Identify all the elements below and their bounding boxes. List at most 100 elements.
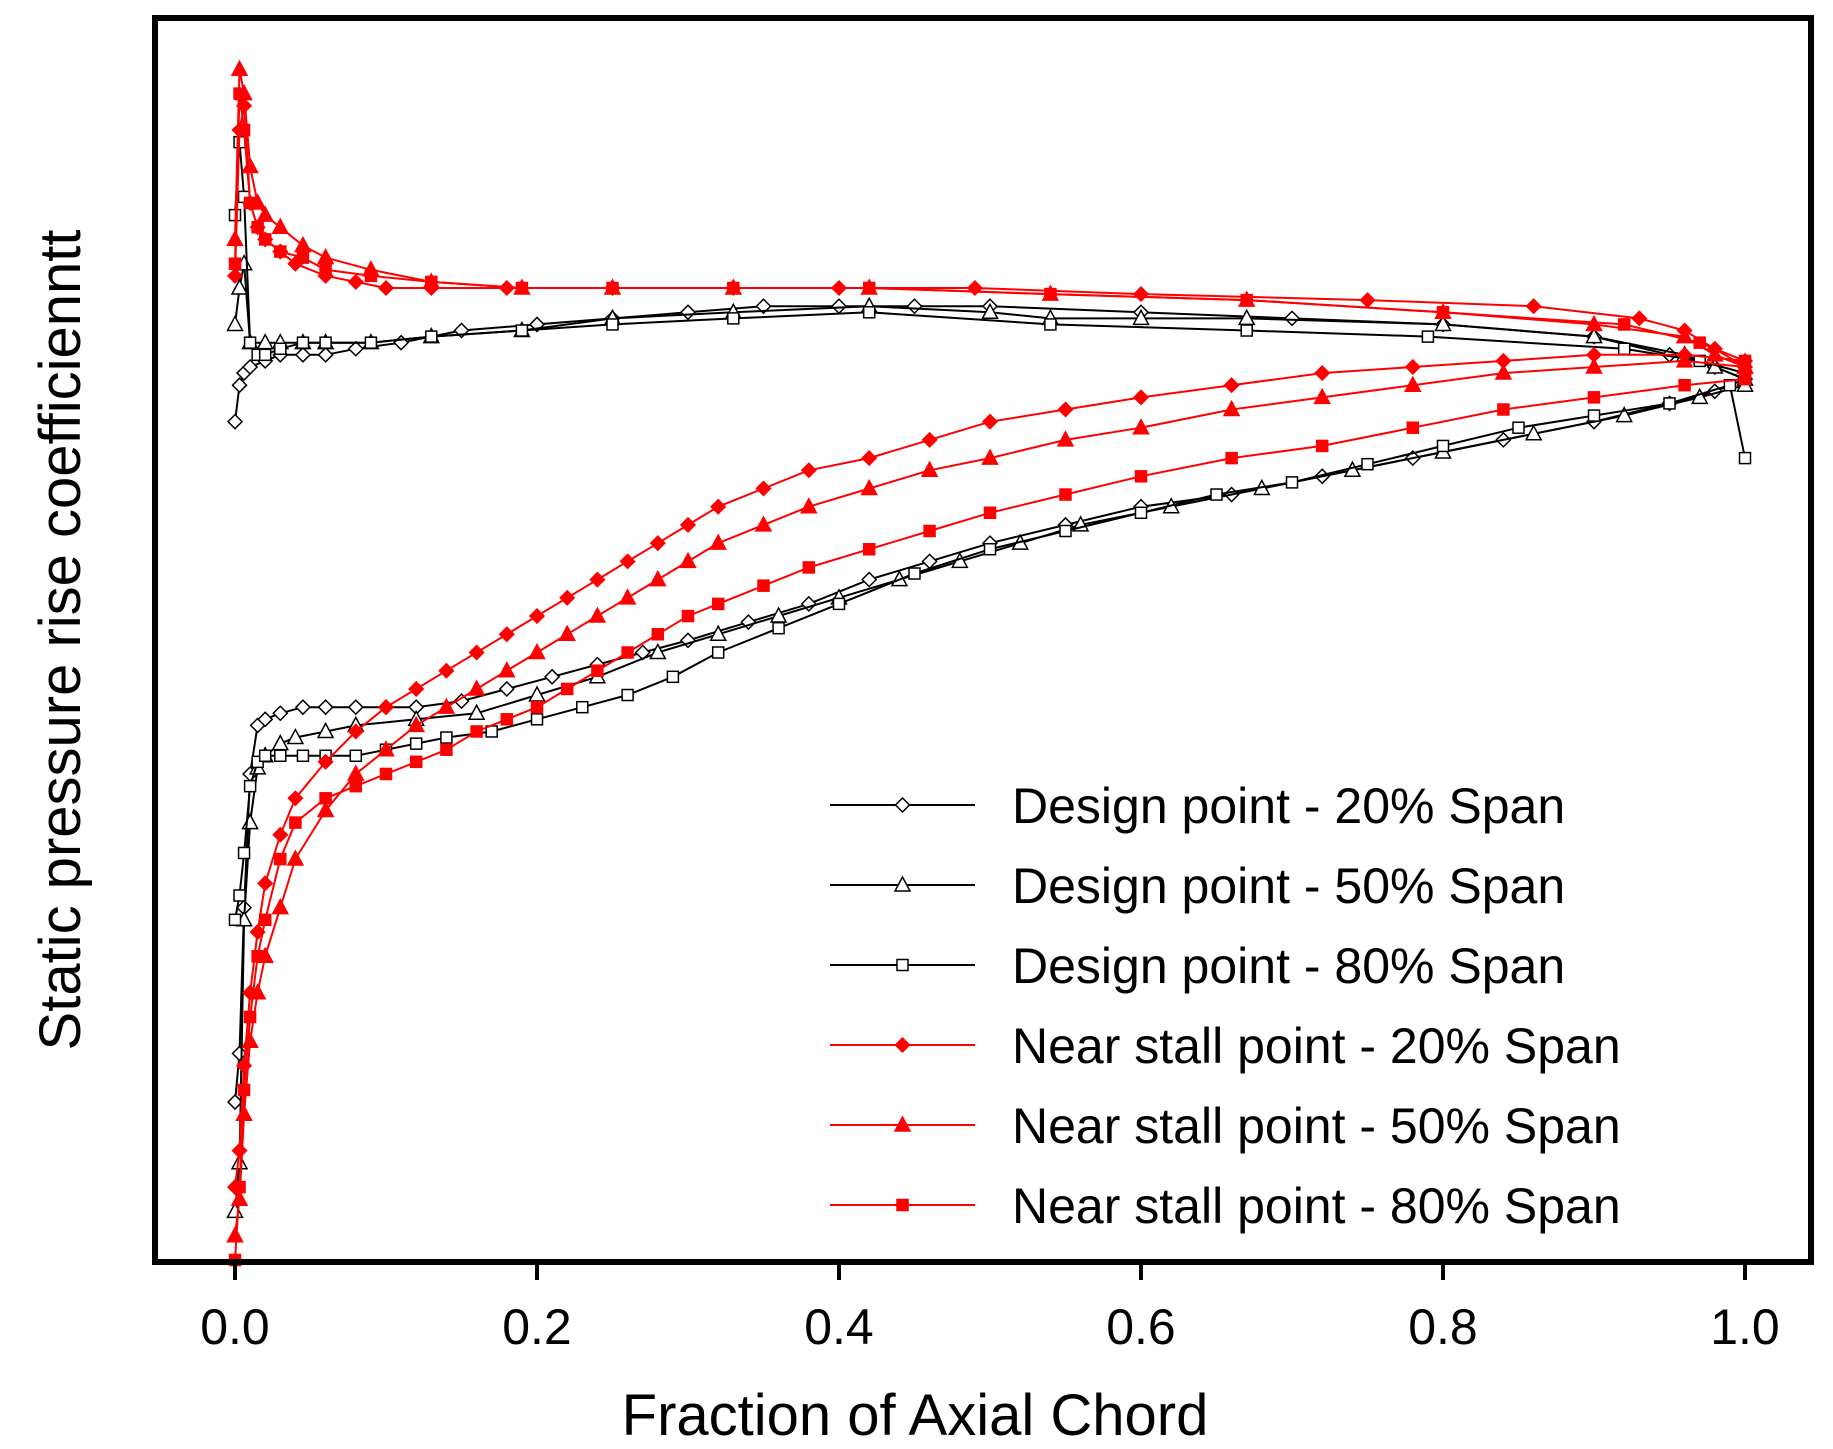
data-point: [1738, 354, 1752, 368]
data-point: [319, 792, 332, 805]
data-point: [772, 621, 785, 635]
x-axis: 0.0 0.2 0.4 0.6 0.8 1.0: [200, 1262, 1780, 1355]
data-point: [862, 306, 876, 319]
data-point: [920, 460, 939, 477]
x-tick-label: 0.6: [1106, 1299, 1176, 1355]
data-point: [235, 1104, 253, 1121]
data-point: [515, 281, 529, 295]
data-point: [1434, 314, 1452, 332]
data-point: [233, 87, 246, 100]
data-point: [1585, 327, 1603, 344]
data-point: [377, 699, 395, 716]
data-point: [226, 1093, 244, 1111]
data-point: [407, 715, 425, 733]
data-point: [1057, 401, 1074, 418]
series-line-suction: [234, 383, 1746, 920]
data-point: [906, 298, 923, 315]
data-point: [861, 450, 878, 467]
data-point: [231, 1045, 248, 1062]
data-point: [317, 346, 334, 363]
data-point: [498, 279, 515, 297]
data-point: [228, 257, 242, 270]
data-point: [296, 749, 310, 763]
data-point: [921, 431, 938, 448]
data-point: [294, 346, 312, 363]
data-point: [679, 304, 697, 321]
data-point: [1210, 488, 1223, 501]
data-point: [364, 269, 378, 283]
data-point: [981, 413, 999, 430]
data-point: [651, 628, 665, 641]
x-tick-label: 0.4: [804, 1299, 874, 1355]
data-point: [621, 646, 634, 659]
data-point: [1525, 298, 1542, 315]
legend-swatch-marker: [894, 796, 911, 814]
data-point: [908, 567, 921, 580]
data-point: [317, 699, 334, 716]
data-point: [1512, 421, 1525, 434]
data-point: [1678, 378, 1691, 392]
data-point: [243, 1010, 257, 1024]
data-point: [437, 697, 456, 714]
data-point: [649, 570, 667, 587]
data-point: [467, 679, 486, 696]
data-point: [440, 731, 453, 744]
data-point: [257, 875, 274, 892]
legend-item: Design point - 80% Span: [830, 938, 1565, 994]
data-point: [251, 221, 264, 234]
data-point: [755, 480, 772, 497]
legend-swatch-marker: [893, 1115, 912, 1132]
data-point: [319, 263, 332, 277]
legend-item: Near stall point - 20% Span: [830, 1018, 1621, 1074]
data-point: [649, 535, 666, 552]
data-point: [981, 448, 999, 465]
data-point: [619, 553, 636, 570]
data-point: [226, 267, 244, 284]
data-point: [349, 749, 363, 763]
data-point: [1044, 287, 1057, 301]
data-point: [242, 358, 259, 376]
data-point: [440, 743, 453, 756]
data-point: [559, 589, 576, 606]
data-point: [1059, 524, 1072, 538]
data-point: [243, 196, 257, 210]
data-point: [860, 478, 878, 496]
data-point: [364, 336, 378, 349]
data-point: [1406, 421, 1420, 434]
data-point: [711, 597, 725, 611]
data-point: [1132, 308, 1150, 326]
data-point: [379, 767, 393, 781]
legend-swatch-marker: [894, 1036, 911, 1054]
data-point: [228, 913, 242, 927]
data-point: [226, 314, 244, 332]
data-point: [1134, 470, 1148, 483]
data-point: [347, 699, 364, 716]
data-point: [1738, 451, 1752, 465]
data-point: [1404, 375, 1422, 392]
data-point: [470, 725, 483, 738]
data-point: [1404, 358, 1421, 376]
data-point: [438, 662, 455, 679]
data-point: [710, 498, 727, 515]
data-point: [230, 59, 249, 77]
data-point: [243, 336, 257, 349]
data-point: [233, 889, 246, 902]
data-point: [755, 298, 772, 315]
data-point: [802, 561, 816, 574]
data-point: [258, 233, 272, 246]
x-tick-label: 0.0: [200, 1299, 270, 1355]
data-point: [1706, 345, 1724, 362]
data-point: [258, 913, 272, 927]
data-point: [1361, 457, 1374, 471]
data-point: [226, 1226, 244, 1243]
data-point: [286, 727, 305, 745]
data-point: [286, 849, 305, 866]
data-point: [560, 682, 574, 696]
data-point: [558, 624, 576, 642]
data-point: [862, 281, 876, 295]
y-axis-title: Static pressure rise coefficienntt: [28, 230, 93, 1051]
data-point: [1738, 372, 1752, 386]
data-point: [316, 800, 335, 818]
data-point: [256, 205, 274, 222]
legend-item: Near stall point - 80% Span: [830, 1178, 1621, 1234]
